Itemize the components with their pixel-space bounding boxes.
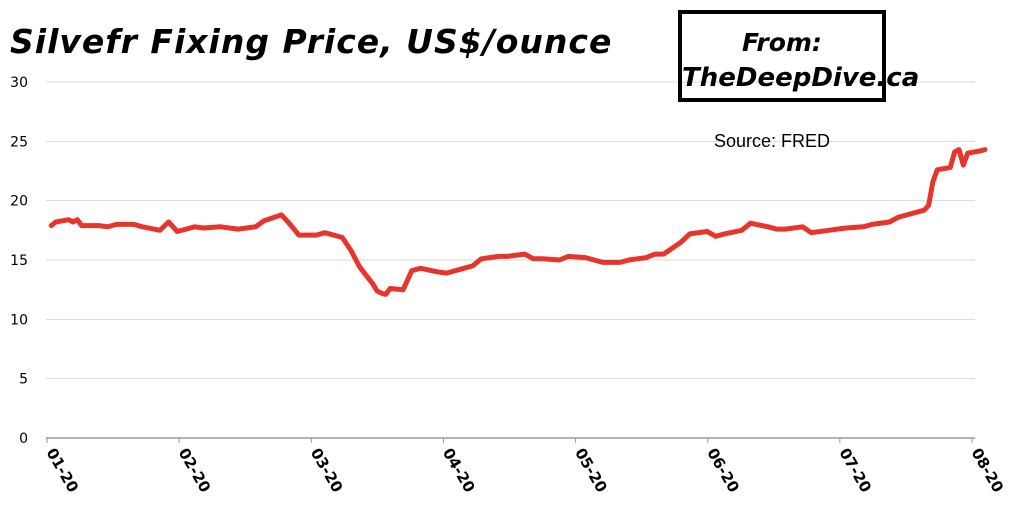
source-label: Source: FRED — [714, 131, 831, 151]
x-tick-label: 05-20 — [571, 445, 611, 496]
y-tick-label: 10 — [10, 312, 28, 328]
x-axis-ticks: 01-20 02-20 03-20 04-20 05-20 06-20 07-20 08-20 — [43, 438, 1008, 496]
gridlines — [46, 81, 975, 439]
series-line — [48, 147, 988, 297]
credit-line-site: TheDeepDive.ca — [682, 63, 920, 93]
y-tick-label: 0 — [19, 431, 28, 447]
y-axis-ticks: 0 5 10 15 20 25 30 — [10, 75, 28, 447]
x-tick-label: 07-20 — [835, 445, 875, 496]
y-tick-label: 15 — [10, 253, 28, 269]
x-tick-label: 02-20 — [175, 445, 215, 496]
x-tick-label: 06-20 — [703, 445, 743, 496]
x-tick-label: 03-20 — [307, 445, 347, 496]
y-tick-label: 30 — [10, 75, 28, 91]
credit-box: From: TheDeepDive.ca — [678, 10, 920, 102]
chart-title: Silvefr Fixing Price, US$/ounce — [10, 22, 613, 61]
credit-line-from: From: — [742, 28, 822, 57]
y-tick-label: 25 — [10, 134, 28, 150]
x-tick-label: 01-20 — [43, 445, 83, 496]
y-tick-label: 20 — [10, 194, 28, 210]
y-tick-label: 5 — [19, 372, 28, 388]
x-tick-label: 04-20 — [439, 445, 479, 496]
x-tick-label: 08-20 — [968, 445, 1008, 496]
